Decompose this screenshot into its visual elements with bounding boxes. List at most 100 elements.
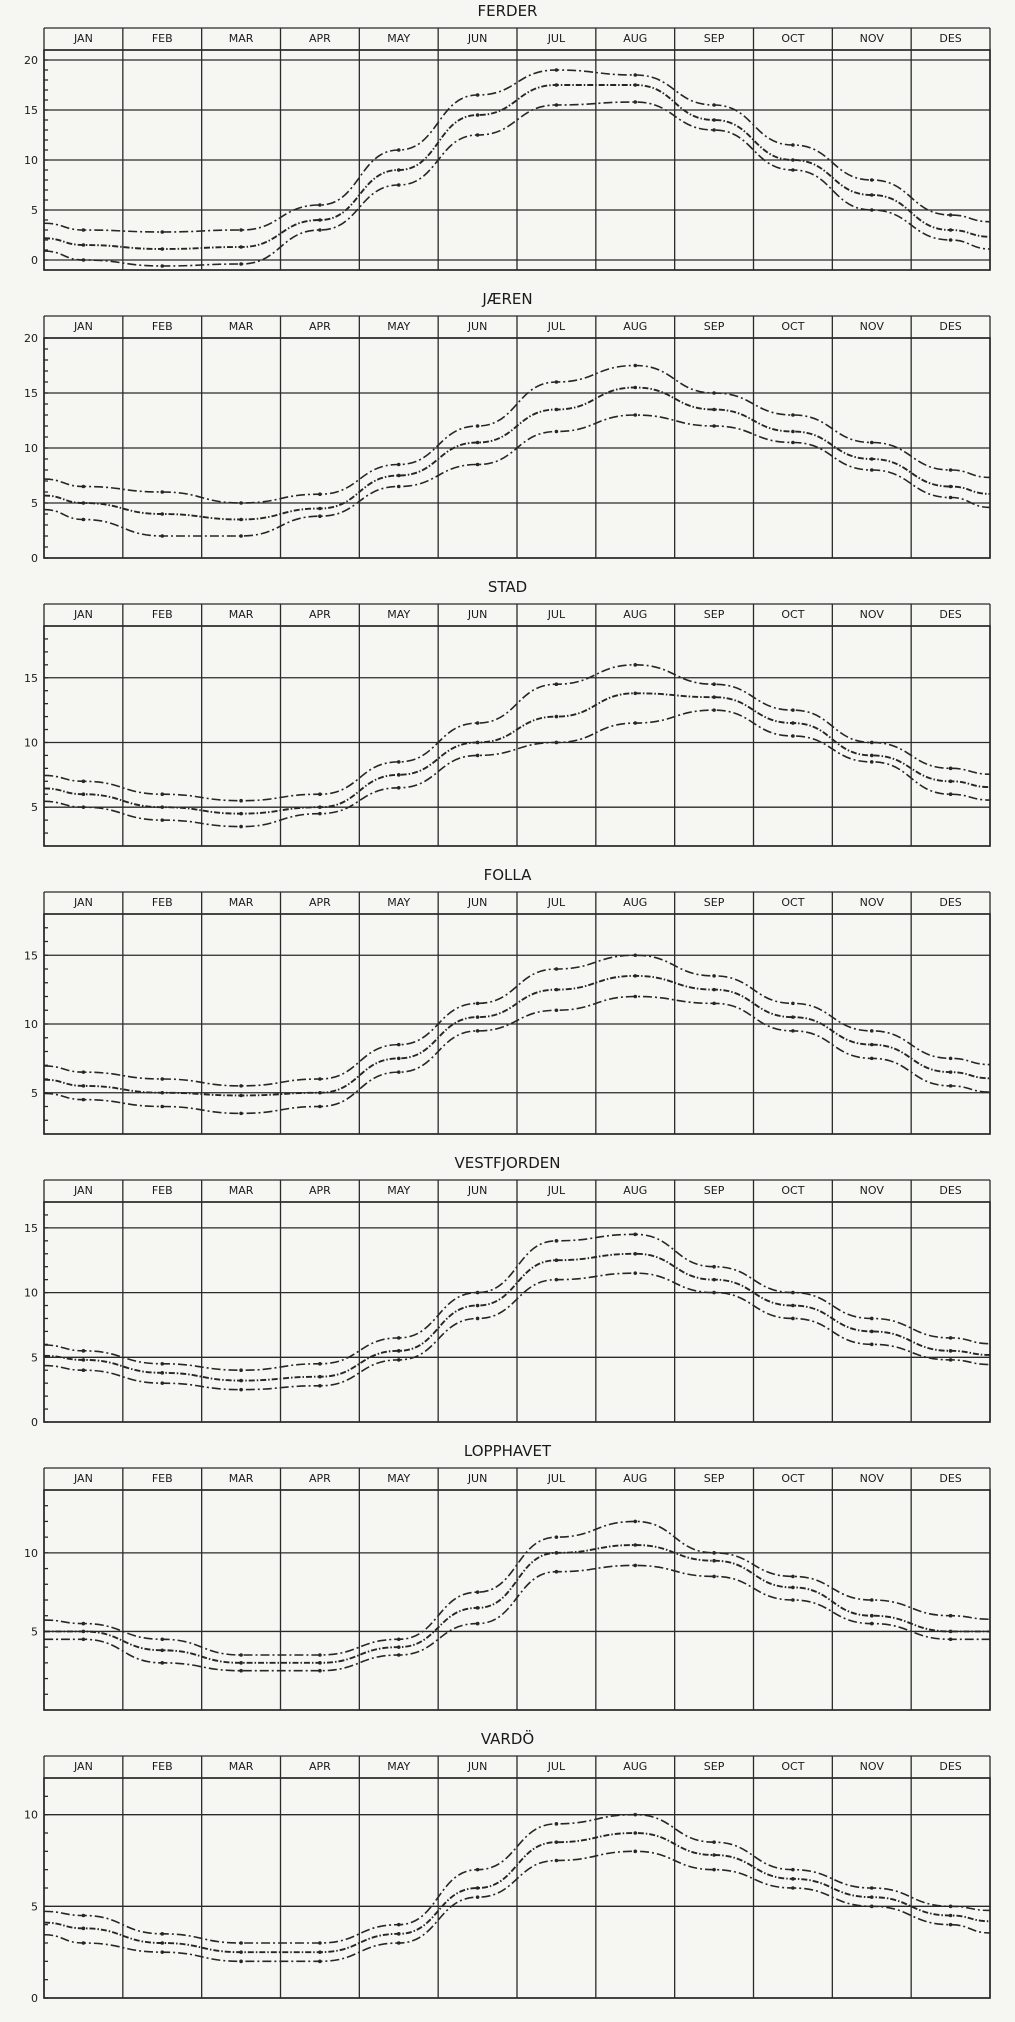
- data-point: [791, 440, 795, 445]
- data-point: [554, 407, 559, 412]
- data-point: [791, 708, 795, 712]
- data-point: [869, 1886, 874, 1890]
- data-point: [160, 247, 165, 251]
- month-label: MAR: [229, 1760, 254, 1773]
- data-point: [948, 1629, 953, 1634]
- month-label: JUL: [547, 896, 566, 909]
- y-tick-label: 10: [24, 1287, 38, 1300]
- series-line: [43, 664, 991, 802]
- data-point: [869, 1329, 874, 1334]
- month-label: APR: [309, 1472, 331, 1485]
- month-label: NOV: [860, 1184, 885, 1197]
- data-point: [948, 1070, 953, 1074]
- month-label: APR: [309, 320, 331, 333]
- data-point: [948, 495, 953, 500]
- y-tick-label: 15: [24, 104, 38, 117]
- data-point: [633, 100, 638, 104]
- series-line: [43, 1850, 991, 1963]
- data-point: [81, 1084, 86, 1088]
- month-label: MAY: [387, 1184, 410, 1197]
- data-point: [396, 1349, 401, 1353]
- y-tick-label: 10: [24, 1547, 38, 1560]
- data-point: [81, 1629, 86, 1634]
- data-point: [396, 1941, 401, 1945]
- data-point: [81, 1349, 86, 1353]
- data-point: [239, 1950, 243, 1954]
- data-point: [318, 811, 322, 816]
- data-point: [475, 440, 480, 445]
- month-label: AUG: [623, 1760, 647, 1773]
- data-point: [554, 1840, 559, 1844]
- series-line: [43, 101, 991, 267]
- data-point: [318, 514, 322, 518]
- data-point: [239, 1387, 243, 1392]
- month-label: SEP: [704, 608, 725, 621]
- data-point: [160, 1090, 165, 1095]
- data-point: [475, 1015, 480, 1019]
- data-point: [396, 1358, 401, 1362]
- chart-panel: VESTFJORDEN JAN FEB MAR APR MAY JUN JUL AUG SEP OC…: [0, 1152, 1015, 1440]
- data-point: [318, 1959, 322, 1964]
- data-point: [81, 517, 86, 522]
- data-point: [554, 103, 559, 107]
- data-point: [160, 534, 165, 538]
- month-label: FEB: [152, 1472, 173, 1485]
- data-point: [869, 1895, 874, 1899]
- data-point: [475, 753, 480, 758]
- data-point: [318, 792, 322, 797]
- month-label: FEB: [152, 608, 173, 621]
- series-line: [43, 1272, 991, 1391]
- month-label: JAN: [73, 32, 93, 45]
- data-point: [396, 1637, 401, 1642]
- data-point: [869, 457, 874, 461]
- series-line: [43, 995, 991, 1115]
- data-point: [633, 1519, 638, 1524]
- data-point: [948, 1922, 953, 1927]
- data-point: [633, 663, 638, 667]
- month-label: JUL: [547, 1760, 566, 1773]
- data-point: [948, 228, 953, 232]
- data-point: [869, 193, 874, 197]
- chart-panel: FOLLA JAN FEB MAR APR MAY JUN JUL AUG SEP OCT NOV DE…: [0, 864, 1015, 1152]
- data-point: [396, 1042, 401, 1047]
- data-point: [160, 1371, 165, 1375]
- data-point: [791, 1303, 795, 1308]
- month-label: DES: [939, 608, 961, 621]
- chart-svg: JÆREN JAN FEB MAR APR MAY JUN JUL AUG SEP OCT NOV DE…: [24, 290, 991, 565]
- data-point: [554, 714, 559, 719]
- data-point: [239, 824, 243, 829]
- data-point: [239, 534, 243, 538]
- month-label: MAY: [387, 1472, 410, 1485]
- data-point: [791, 1867, 795, 1872]
- data-point: [948, 1637, 953, 1642]
- y-tick-label: 15: [24, 949, 38, 962]
- data-point: [396, 148, 401, 152]
- month-label: JUN: [467, 1184, 488, 1197]
- y-tick-label: 10: [24, 442, 38, 455]
- month-label: APR: [309, 32, 331, 45]
- data-point: [712, 695, 716, 699]
- data-point: [554, 1008, 559, 1013]
- data-point: [475, 1001, 480, 1006]
- data-point: [475, 1290, 480, 1295]
- chart-title: STAD: [488, 578, 527, 596]
- data-point: [712, 1867, 716, 1872]
- data-point: [791, 1015, 795, 1019]
- month-label: DES: [939, 896, 961, 909]
- data-point: [81, 1913, 86, 1918]
- data-point: [396, 785, 401, 790]
- y-tick-label: 0: [31, 1992, 38, 2005]
- data-point: [318, 1104, 322, 1109]
- month-label: OCT: [781, 32, 804, 45]
- month-label: OCT: [781, 1184, 804, 1197]
- data-point: [475, 462, 480, 467]
- data-point: [475, 1621, 480, 1626]
- data-point: [396, 1653, 401, 1657]
- month-label: FEB: [152, 320, 173, 333]
- data-point: [396, 1336, 401, 1340]
- month-label: OCT: [781, 320, 804, 333]
- data-point: [475, 113, 480, 117]
- data-point: [81, 1926, 86, 1931]
- data-point: [81, 484, 86, 489]
- data-point: [396, 473, 401, 478]
